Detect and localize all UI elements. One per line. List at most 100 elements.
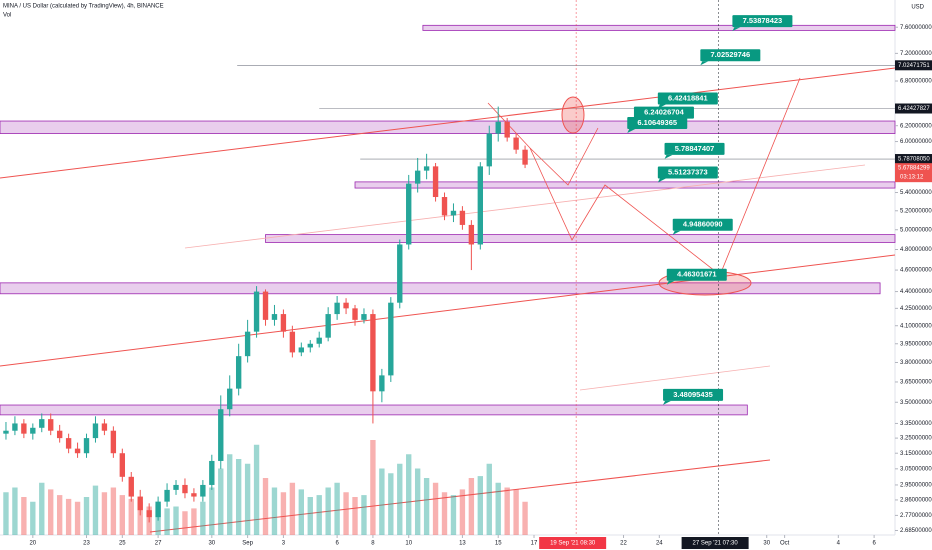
candle-body	[441, 197, 448, 216]
overlay: 7.60000000 7.20000000 6.80000000 6.20000000…	[29, 0, 932, 549]
candle-body	[298, 347, 305, 353]
volume-bar	[173, 506, 179, 535]
callout-label: 6.24026704	[644, 108, 684, 117]
callout-label: 5.78847407	[675, 144, 715, 153]
callout-bg	[633, 106, 694, 119]
candle-body	[48, 419, 54, 431]
candle-body	[468, 224, 475, 245]
y-tick-label: 2.95000000	[900, 483, 932, 489]
candle-body	[92, 423, 99, 439]
candle-body	[30, 427, 36, 434]
candle-body	[388, 302, 394, 376]
crosshair-label-bg	[539, 537, 607, 549]
candle-body	[414, 170, 421, 184]
candle-body	[352, 308, 358, 320]
projection-path	[529, 77, 801, 276]
volume-bar	[459, 489, 466, 535]
price-tag: 5.67884299	[898, 166, 930, 172]
callout-label: 6.42418841	[668, 94, 708, 103]
volume-bar	[110, 487, 117, 535]
crosshair-label: 19 Sep '21 08:30	[550, 541, 596, 547]
y-tick-label: 3.80000000	[900, 360, 932, 366]
x-tick-label: 27	[155, 541, 162, 547]
candle-body	[361, 314, 367, 320]
x-tick-label: 3	[282, 541, 286, 547]
volume-bar	[74, 501, 81, 535]
drawings	[0, 67, 896, 533]
volume-bar	[325, 487, 331, 535]
candle-body	[101, 423, 108, 431]
crosshair-label-bg	[681, 537, 749, 549]
candle-body	[137, 496, 143, 511]
chart-title: MINA / US Dollar (calculated by TradingV…	[3, 4, 164, 10]
volume-bar	[423, 478, 430, 535]
volume-bar	[21, 497, 27, 535]
y-tick-label: 3.25000000	[900, 436, 932, 442]
y-tick-label: 3.15000000	[900, 451, 932, 457]
volume-bar	[370, 440, 376, 535]
x-tick-label: 4	[837, 541, 841, 547]
candle-body	[74, 448, 81, 454]
candle-body	[3, 430, 9, 434]
trendline	[0, 67, 896, 179]
volume-bar	[316, 495, 322, 535]
volume-bar	[522, 501, 528, 535]
candle-body	[119, 453, 126, 477]
volume-bar	[486, 463, 492, 535]
volume-label: Vol	[3, 13, 11, 19]
trendline	[579, 365, 771, 391]
candle-body	[173, 484, 179, 490]
zone	[354, 181, 896, 189]
x-tick-label: 13	[459, 541, 466, 547]
volume-bar	[289, 482, 296, 535]
volume-bar	[432, 482, 439, 535]
candle-body	[65, 438, 72, 449]
candle-body	[307, 343, 313, 348]
y-tick-label: 4.25000000	[900, 306, 932, 312]
y-tick-label: 3.95000000	[900, 341, 932, 347]
callout-label: 6.10649365	[637, 118, 677, 127]
volume-bar	[441, 492, 448, 535]
candle-body	[146, 510, 152, 518]
volume-bar	[388, 473, 394, 535]
price-tag: 6.42427827	[898, 106, 930, 112]
volume-bar	[227, 454, 233, 535]
zone	[422, 24, 896, 31]
candle-body	[513, 137, 519, 150]
y-tick-label: 5.20000000	[900, 208, 932, 214]
price-tag: 5.78708050	[898, 157, 930, 163]
candle-body	[459, 210, 466, 225]
x-tick-label: 6	[335, 541, 339, 547]
callout-pointer	[663, 400, 672, 405]
candle-body	[522, 149, 528, 165]
candle-body	[280, 314, 287, 332]
trendline	[184, 164, 866, 249]
zone	[0, 404, 748, 416]
volume-bar	[271, 487, 278, 535]
price-tag-bg	[895, 103, 932, 114]
y-tick-label: 4.80000000	[900, 247, 932, 253]
volume-bar	[3, 492, 9, 535]
volume-bar	[406, 454, 412, 535]
candle-body	[218, 409, 224, 461]
candle-body	[432, 166, 439, 198]
candle-body	[343, 302, 349, 309]
candle-body	[504, 121, 510, 138]
y-tick-label: 3.65000000	[900, 380, 932, 386]
candle-body	[477, 166, 484, 245]
volume-bar	[244, 463, 251, 535]
x-tick-label: 8	[371, 541, 375, 547]
candle-body	[200, 484, 206, 497]
y-tick-label: 2.77000000	[900, 513, 932, 519]
candle-body	[423, 166, 430, 171]
volume-bar	[495, 482, 501, 535]
trendline	[149, 459, 771, 533]
callout-label: 3.48095435	[673, 390, 713, 399]
y-tick-label: 4.10000000	[900, 323, 932, 329]
volume-bar	[477, 476, 484, 535]
price-tag: 7.02471751	[898, 63, 930, 69]
callout-pointer	[666, 280, 675, 285]
candle-body	[450, 210, 457, 216]
x-tick-label: 20	[29, 541, 36, 547]
